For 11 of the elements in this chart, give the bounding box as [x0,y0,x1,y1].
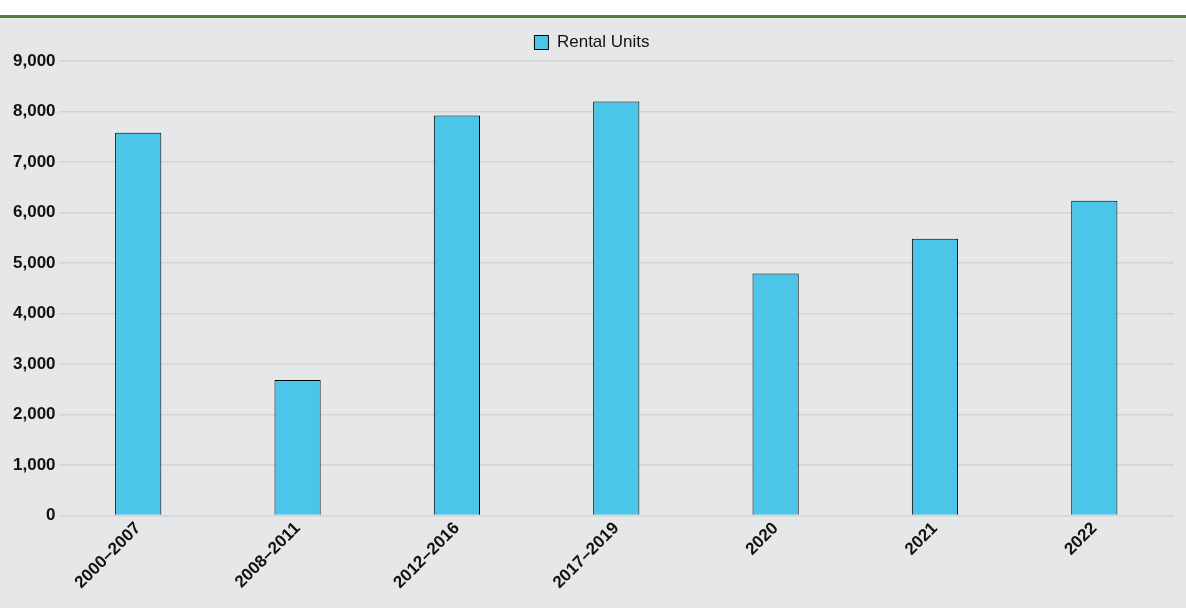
y-tick-label: 7,000 [12,151,56,171]
y-tick-label: 0 [46,505,56,525]
y-tick-label: 1,000 [12,454,56,474]
y-tick-label: 2,000 [12,404,56,424]
legend-label: Rental Units [556,32,650,52]
y-tick-label: 9,000 [12,50,56,70]
y-tick-label: 6,000 [12,202,56,222]
y-tick-label: 4,000 [12,303,56,323]
y-tick-label: 3,000 [12,353,56,373]
y-tick-label: 8,000 [12,101,56,121]
y-tick-label: 5,000 [12,252,56,272]
